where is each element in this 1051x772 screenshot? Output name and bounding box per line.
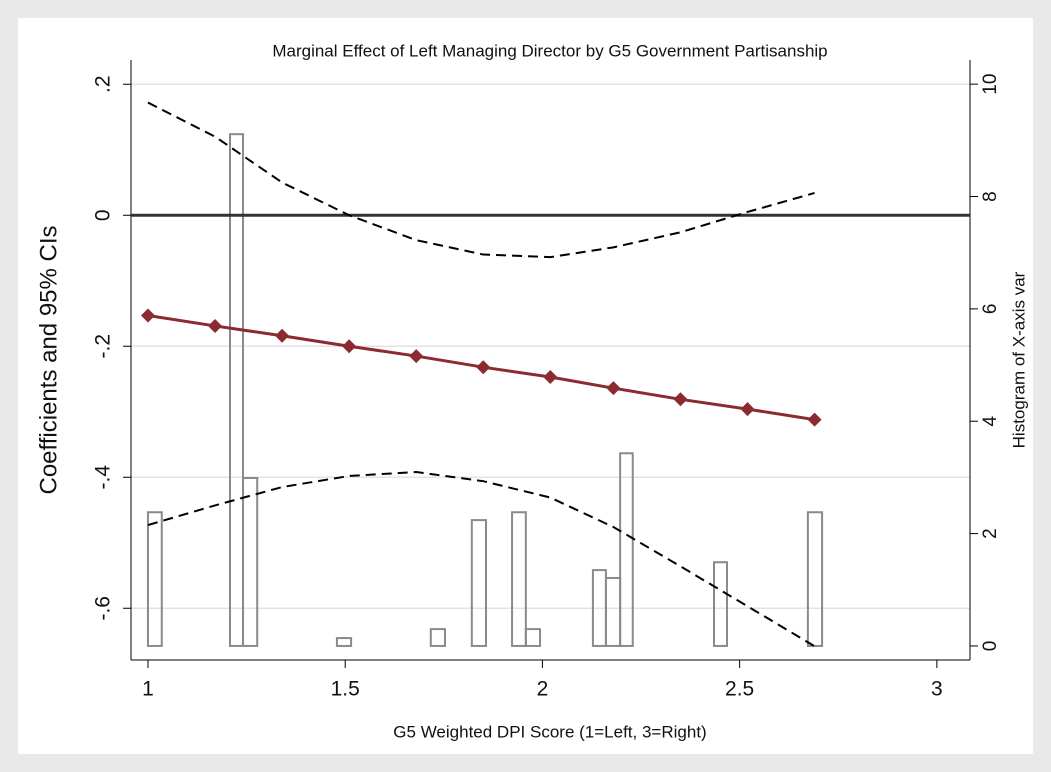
y-tick-label: .2: [92, 75, 115, 93]
y-axis-label: Coefficients and 95% CIs: [35, 225, 62, 494]
x-tick-label: 1: [142, 678, 154, 701]
histogram-bar: [470, 519, 488, 647]
y2-tick-label: 10: [980, 74, 1001, 95]
y2-tick-label: 6: [980, 304, 1001, 315]
histogram-bar: [146, 511, 163, 647]
histogram-bar: [335, 637, 353, 647]
marker: [543, 370, 558, 385]
marker: [409, 349, 424, 364]
histogram-bar: [619, 452, 634, 647]
ci-line: [147, 101, 815, 259]
y-tick-label: -.4: [92, 465, 115, 490]
y2-tick-label: 8: [980, 191, 1001, 202]
x-tick-label: 3: [931, 678, 943, 701]
x-tick-label: 2: [537, 678, 549, 701]
ci-line: [147, 471, 816, 648]
marker: [140, 308, 155, 323]
marker: [208, 318, 223, 333]
x-tick-label: 1.5: [331, 678, 360, 701]
histogram-bar: [806, 511, 824, 647]
marker: [606, 381, 621, 396]
x-axis-label: G5 Weighted DPI Score (1=Left, 3=Right): [393, 722, 706, 741]
marker: [476, 360, 491, 375]
y2-tick-label: 2: [980, 528, 1001, 539]
marker: [740, 402, 755, 417]
histogram-bar: [429, 628, 446, 647]
histogram-bar: [511, 511, 527, 647]
marker: [807, 412, 822, 427]
y2-tick-label: 4: [980, 416, 1001, 427]
chart-title: Marginal Effect of Left Managing Directo…: [272, 41, 827, 60]
y2-axis-label: Histogram of X-axis var: [1009, 271, 1028, 448]
marker: [342, 339, 357, 354]
marker: [673, 392, 688, 407]
y-tick-label: -.6: [92, 596, 115, 621]
histogram-bar: [242, 476, 259, 647]
x-tick-label: 2.5: [725, 678, 754, 701]
y-tick-label: 0: [92, 209, 115, 221]
histogram-bar: [229, 133, 245, 647]
histogram-bar: [713, 561, 729, 647]
y-tick-label: -.2: [92, 334, 115, 359]
marker: [275, 328, 290, 343]
histogram-bar: [524, 628, 542, 647]
y2-tick-label: 0: [980, 641, 1001, 652]
